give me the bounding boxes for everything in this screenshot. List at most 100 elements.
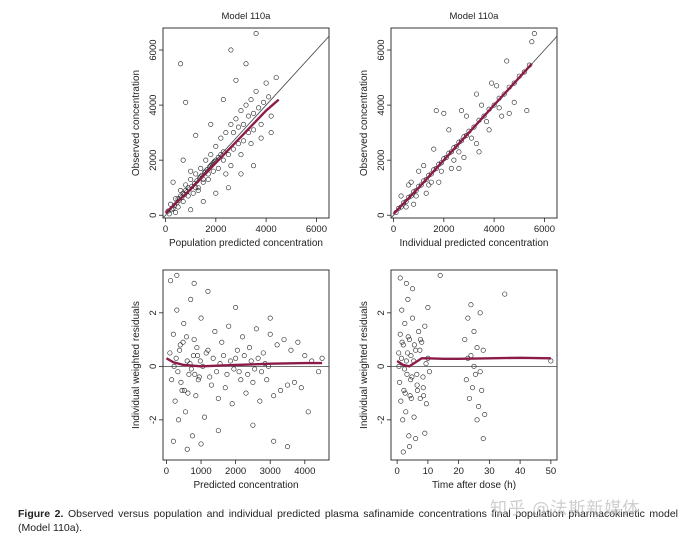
panel-4-y-tick-label: 2 [376,310,387,315]
panel-4-point [474,345,480,351]
panel-1-point [266,94,272,100]
panel-4-point [397,275,403,281]
panel-4-point [423,361,429,367]
panel-4-y-tick-label: 0 [376,364,387,369]
panel-1-point [203,157,209,163]
panel-3-point [188,366,194,372]
panel-3-point [170,331,176,337]
panel-1-point [166,211,172,217]
panel-3-smooth-line [165,357,323,368]
panel-2-point [408,179,414,185]
panel-4-point [408,353,414,359]
panel-3-point [267,331,273,337]
panel-1-point [193,171,199,177]
panel-1-point [258,135,264,141]
panel-2-point [476,149,482,155]
panel-2-y-tick-label: 6000 [376,39,387,60]
panel-1-point [233,77,239,83]
panel-1-point [240,121,246,127]
panel-2-point [411,201,417,207]
panel-4-x-tick-label: 50 [546,466,557,477]
panel-1-point [248,141,254,147]
panel-3-point [196,374,202,380]
panel-2-title: Model 110a [450,11,500,22]
panel-3-point [193,393,199,399]
panel-2-point [428,179,434,185]
panel-4-x-tick-label: 10 [423,466,434,477]
panel-2-point [494,83,500,89]
panel-1-point [183,182,189,188]
panel-4-y-axis-label: Individual weighted residuals [359,301,370,429]
panel-1-y-tick-label: 6000 [148,39,159,60]
panel-3-point [198,315,204,321]
panel-3-point [226,323,232,329]
panel-3-point [173,355,179,361]
panel-3-point [284,382,290,388]
panel-2-point [456,165,462,171]
panel-1-point [188,207,194,213]
panel-3-point [191,280,197,286]
panel-3-point [238,377,244,383]
panel-4-point [421,393,427,399]
panel-3-point [316,369,322,375]
panel-1-point [223,171,229,177]
panel-4-point [400,342,406,348]
panel-4-point [403,280,409,286]
panel-1-point [256,105,262,111]
panel-4-point [405,350,411,356]
panel-1-point [220,157,226,163]
panel-4-frame [390,269,558,461]
panel-1-point [251,110,257,116]
panel-3-y-tick-label: -2 [148,416,159,424]
panel-3-point [253,326,259,332]
panel-1-point [200,179,206,185]
panel-4-x-tick-label: 30 [484,466,495,477]
panel-4-x-axis-label: Time after dose (h) [432,480,516,491]
panel-2-point [416,168,422,174]
panel-4-point [474,417,480,423]
panel-1-point [178,187,184,193]
panel-2-point [456,149,462,155]
panel-1-point [251,127,257,133]
panel-4-point [480,347,486,353]
panel-4-point [406,444,412,450]
panel-3-point [180,339,186,345]
panel-3-y-axis-label: Individual weighted residuals [131,301,142,429]
panel-1-point [178,61,184,67]
panel-1-point [208,121,214,127]
panel-2-smooth-line [392,62,533,215]
panel-4-point [469,385,475,391]
panel-1-point [198,165,204,171]
panel-4-x-tick-label: 0 [394,466,399,477]
panel-3-point [184,446,190,452]
panel-1-point [188,168,194,174]
panel-4-point [402,390,408,396]
panel-2-point [521,69,527,75]
panel-4-point [406,337,412,343]
panel-3-point [215,395,221,401]
panel-2-x-axis-label: Individual predicted concentration [400,238,549,249]
panel-3-y-tick-label: 0 [148,364,159,369]
panel-3-point [175,369,181,375]
panel-1-point [230,146,236,152]
panel-3-point [210,355,216,361]
panel-1-point [251,163,257,169]
panel-4-point [403,409,409,415]
panel-3-point [181,321,187,327]
panel-3-point [259,369,265,375]
panel-1-point [263,80,269,86]
panel-4-point [403,358,409,364]
panel-1-point [235,141,241,147]
panel-4-point [413,436,419,442]
panel-3-point [219,339,225,345]
panel-4-point [418,337,424,343]
panel-2-point [531,31,537,37]
panel-2-y-tick-label: 2000 [376,150,387,171]
panel-2-point [431,146,437,152]
panel-4-point [410,286,416,292]
panel-1-x-tick-label: 0 [163,224,168,235]
panel-3-point [245,371,251,377]
panel-1-y-tick-label: 2000 [148,150,159,171]
panel-2-point [474,141,480,147]
panel-1-point [233,116,239,122]
